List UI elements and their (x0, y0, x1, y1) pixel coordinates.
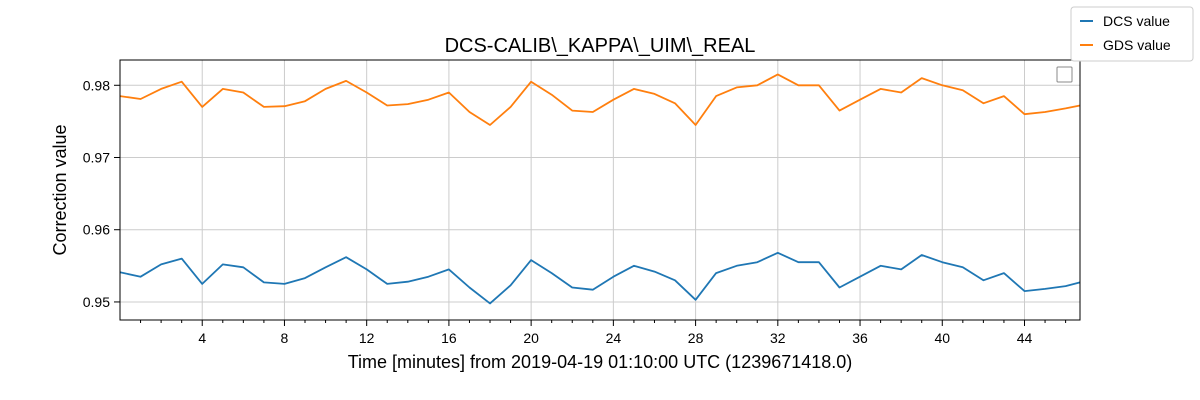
y-tick-label: 0.97 (83, 150, 110, 166)
x-tick-label: 16 (441, 330, 457, 346)
y-tick-label: 0.96 (83, 222, 110, 238)
series-lines (119, 73, 1081, 305)
x-tick-label: 40 (934, 330, 950, 346)
x-tick-label: 44 (1017, 330, 1033, 346)
x-tick-label: 8 (281, 330, 289, 346)
plot-frame (119, 59, 1081, 321)
x-axis-label: Time [minutes] from 2019-04-19 01:10:00 … (348, 352, 853, 372)
x-tick-label: 4 (198, 330, 206, 346)
empty-legend-box (1056, 66, 1073, 83)
grid-lines (120, 60, 1080, 320)
y-axis-ticks: 0.95 0.96 0.97 0.98 (83, 77, 120, 310)
x-tick-label: 28 (688, 330, 704, 346)
x-axis-ticks: 4 8 12 16 20 24 28 32 36 40 44 (140, 320, 1067, 346)
legend: DCS value GDS value (1070, 6, 1194, 62)
x-tick-label: 20 (523, 330, 539, 346)
y-tick-label: 0.98 (83, 77, 110, 93)
x-tick-label: 32 (770, 330, 786, 346)
chart-title: DCS-CALIB\_KAPPA\_UIM\_REAL (445, 35, 756, 57)
y-axis-label: Correction value (50, 124, 70, 255)
series-line-gds (119, 73, 1081, 126)
x-tick-label: 24 (606, 330, 622, 346)
x-tick-label: 36 (852, 330, 868, 346)
y-tick-label: 0.95 (83, 294, 110, 310)
legend-label-gds: GDS value (1103, 37, 1171, 53)
series-line-dcs (119, 251, 1081, 305)
legend-label-dcs: DCS value (1103, 13, 1170, 29)
legend-frame (1070, 6, 1194, 62)
x-tick-label: 12 (359, 330, 375, 346)
